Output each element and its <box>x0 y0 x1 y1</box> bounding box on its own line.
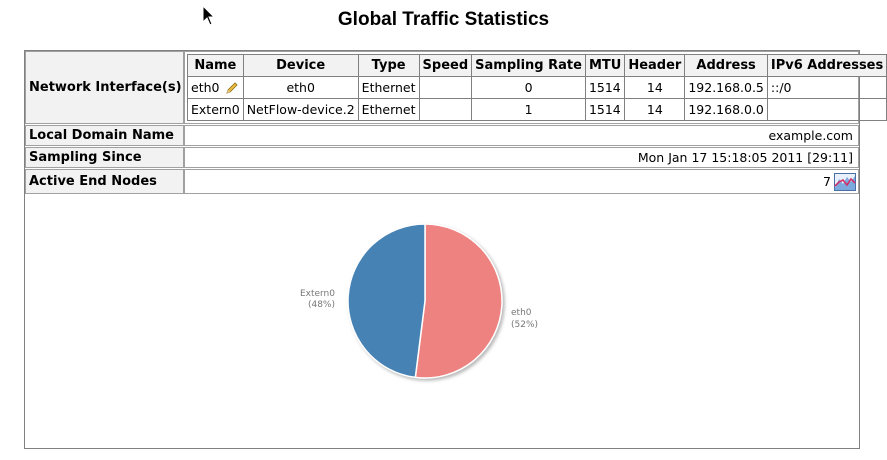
iface-mtu: 1514 <box>584 76 626 99</box>
col-device: Device <box>242 54 359 77</box>
page-title: Global Traffic Statistics <box>337 9 550 30</box>
iface-ipv6 <box>766 98 887 121</box>
iface-sampling-rate: 0 <box>471 76 586 99</box>
statistics-panel <box>24 50 860 449</box>
iface-type: Ethernet <box>357 98 420 121</box>
iface-address: 192.168.0.0 <box>684 98 768 121</box>
table-row: Extern0 NetFlow-device.2 Ethernet 1 1514… <box>187 98 887 121</box>
slice-percent-extern0: (48%) <box>308 300 335 310</box>
iface-name: Extern0 <box>187 98 244 121</box>
pie-chart: Extern0 (48%) eth0 (52%) <box>300 223 538 379</box>
slice-label-eth0: eth0 <box>511 308 532 318</box>
pie-slice-extern0 <box>347 223 426 379</box>
col-speed: Speed <box>418 54 473 77</box>
iface-header: 14 <box>624 98 686 121</box>
local-domain-value: example.com <box>184 125 859 146</box>
col-mtu: MTU <box>584 54 626 77</box>
pencil-edit-icon[interactable] <box>225 81 239 95</box>
col-ipv6: IPv6 Addresses <box>766 54 887 77</box>
iface-name: eth0 <box>191 79 220 95</box>
traffic-chart-icon[interactable] <box>834 172 856 191</box>
col-address: Address <box>684 54 768 77</box>
sampling-since-value: Mon Jan 17 15:18:05 2011 [29:11] <box>184 147 859 168</box>
iface-header: 14 <box>624 76 686 99</box>
traffic-distribution-chart: Extern0 (48%) eth0 (52%) <box>25 194 859 448</box>
mouse-cursor-icon <box>202 5 216 26</box>
active-end-nodes-count: 7 <box>823 174 831 189</box>
interfaces-cell: Name Device Type Speed Sampling Rate MTU… <box>184 51 887 124</box>
sampling-since-label: Sampling Since <box>25 147 184 168</box>
iface-mtu: 1514 <box>584 98 626 121</box>
active-end-nodes-value: 7 <box>184 169 859 194</box>
iface-device: eth0 <box>242 76 359 99</box>
active-end-nodes-label: Active End Nodes <box>25 169 184 194</box>
col-type: Type <box>357 54 420 77</box>
iface-speed <box>418 76 473 99</box>
iface-device: NetFlow-device.2 <box>242 98 359 121</box>
slice-label-extern0: Extern0 <box>300 289 335 299</box>
local-domain-label: Local Domain Name <box>25 125 184 146</box>
col-name: Name <box>187 54 244 77</box>
iface-type: Ethernet <box>357 76 420 99</box>
iface-name-cell: eth0 <box>187 76 244 99</box>
slice-percent-eth0: (52%) <box>511 320 538 330</box>
table-row: eth0 eth0 Ethernet 0 1514 14 192.168.0.5… <box>187 76 887 99</box>
interfaces-header-row: Name Device Type Speed Sampling Rate MTU… <box>187 54 887 77</box>
interfaces-table: Name Device Type Speed Sampling Rate MTU… <box>187 54 887 121</box>
iface-speed <box>418 98 473 121</box>
col-header: Header <box>624 54 686 77</box>
col-sampling-rate: Sampling Rate <box>471 54 586 77</box>
iface-sampling-rate: 1 <box>471 98 586 121</box>
network-interfaces-label: Network Interface(s) <box>25 51 184 124</box>
pie-slice-eth0 <box>414 223 503 379</box>
iface-ipv6: ::/0 <box>766 76 887 99</box>
iface-address: 192.168.0.5 <box>684 76 768 99</box>
